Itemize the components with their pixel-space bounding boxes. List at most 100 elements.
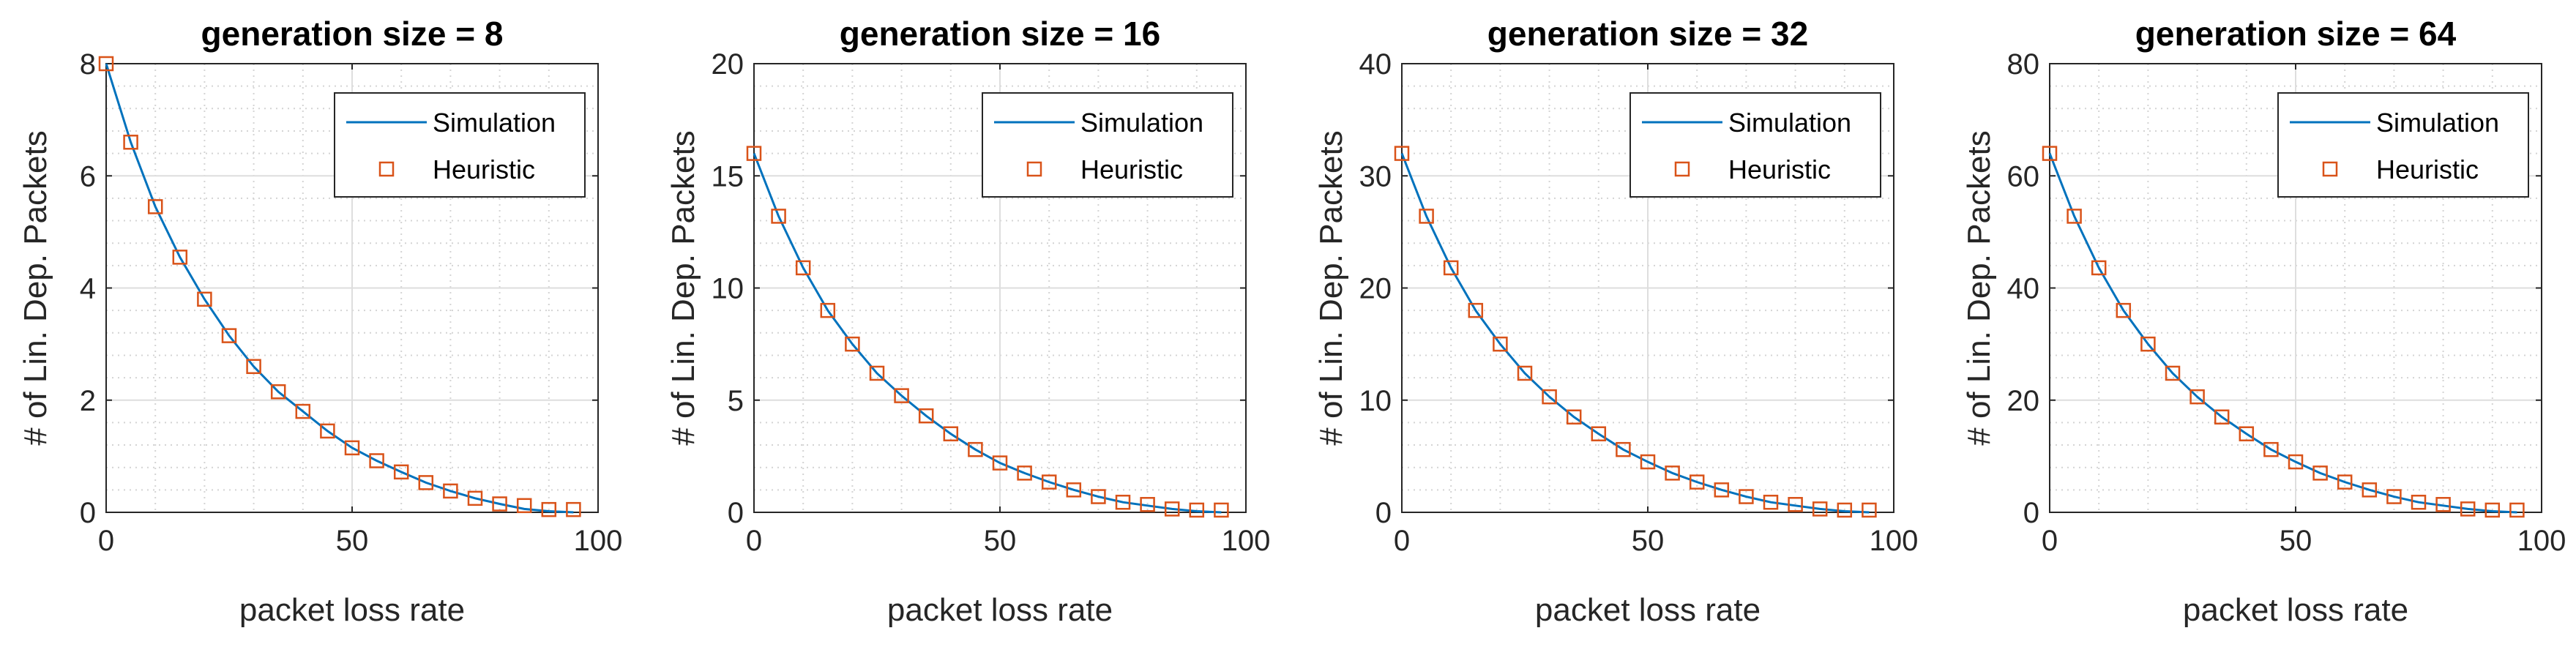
data-point-heuristic xyxy=(918,408,934,424)
data-point-heuristic xyxy=(1616,441,1631,457)
data-point-heuristic xyxy=(1164,501,1180,517)
y-tick-label: 5 xyxy=(728,385,744,417)
legend-label: Heuristic xyxy=(1728,154,1831,184)
data-point-heuristic xyxy=(894,388,909,403)
data-point-heuristic xyxy=(566,501,581,517)
data-point-heuristic xyxy=(2435,497,2451,512)
x-tick-label: 100 xyxy=(1222,525,1271,557)
y-tick-label: 0 xyxy=(1375,497,1392,529)
y-tick-label: 20 xyxy=(712,48,744,81)
legend-marker-swatch xyxy=(2322,161,2338,177)
data-point-heuristic xyxy=(2189,389,2205,405)
data-point-heuristic xyxy=(270,384,286,400)
legend: Simulation Heuristic xyxy=(2277,92,2529,198)
y-tick-label: 0 xyxy=(2023,497,2039,529)
data-point-heuristic xyxy=(1763,494,1779,510)
data-point-heuristic xyxy=(1189,502,1205,518)
x-tick-label: 50 xyxy=(336,525,369,557)
data-point-heuristic xyxy=(1665,465,1680,481)
y-tick-label: 40 xyxy=(2007,273,2040,305)
chart-title: generation size = 8 xyxy=(201,15,504,53)
data-point-heuristic xyxy=(968,441,983,457)
series-line-simulation xyxy=(2048,153,2517,514)
data-point-heuristic xyxy=(492,496,507,512)
y-tick-label: 6 xyxy=(80,160,96,192)
y-tick-label: 0 xyxy=(80,497,96,529)
y-axis-label: # of Lin. Dep. Packets xyxy=(1313,130,1349,445)
data-point-heuristic xyxy=(2091,260,2107,276)
data-point-heuristic xyxy=(1140,497,1155,512)
data-point-heuristic xyxy=(2386,489,2402,504)
y-tick-label: 80 xyxy=(2007,48,2040,81)
x-tick-label: 50 xyxy=(1632,525,1665,557)
legend-marker-swatch xyxy=(378,161,395,177)
x-tick-label: 100 xyxy=(2517,525,2566,557)
data-point-heuristic xyxy=(1591,426,1607,441)
data-point-heuristic xyxy=(1115,494,1131,510)
data-point-heuristic xyxy=(541,501,557,517)
y-tick-label: 10 xyxy=(1359,385,1392,417)
data-point-heuristic xyxy=(443,483,458,499)
data-point-heuristic xyxy=(1493,336,1508,352)
y-axis-label: # of Lin. Dep. Packets xyxy=(665,130,701,445)
data-point-heuristic xyxy=(845,336,860,352)
data-point-heuristic xyxy=(2263,441,2279,457)
x-axis-label: packet loss rate xyxy=(1535,592,1761,628)
x-tick-label: 0 xyxy=(746,525,762,557)
legend-label: Heuristic xyxy=(433,154,535,184)
data-point-heuristic xyxy=(992,455,1008,471)
data-point-heuristic xyxy=(369,453,384,468)
x-tick-label: 50 xyxy=(984,525,1017,557)
data-point-heuristic xyxy=(123,135,138,150)
x-axis-label: packet loss rate xyxy=(887,592,1113,628)
data-point-heuristic xyxy=(221,328,237,343)
data-point-heuristic xyxy=(2042,146,2058,161)
data-point-heuristic xyxy=(1812,501,1828,517)
y-axis-label: # of Lin. Dep. Packets xyxy=(18,130,53,445)
x-tick-label: 100 xyxy=(574,525,623,557)
y-tick-label: 15 xyxy=(712,160,744,192)
data-point-heuristic xyxy=(1739,489,1754,504)
x-tick-label: 50 xyxy=(2280,525,2312,557)
chart-panel-2: 0 50 100 0 5 10 15 20 generation size = 16 packet… xyxy=(665,15,1270,628)
data-point-heuristic xyxy=(1041,474,1057,490)
data-point-heuristic xyxy=(98,56,114,72)
data-point-heuristic xyxy=(1214,502,1229,518)
data-point-heuristic xyxy=(1714,482,1730,498)
legend-label: Simulation xyxy=(1728,108,1851,138)
data-point-heuristic xyxy=(1017,465,1032,481)
data-point-heuristic xyxy=(2239,426,2255,441)
chart-title: generation size = 32 xyxy=(1487,15,1808,53)
y-tick-label: 2 xyxy=(80,385,96,417)
data-point-heuristic xyxy=(467,490,483,506)
legend: Simulation Heuristic xyxy=(982,92,1233,198)
legend-box xyxy=(2277,92,2529,198)
legend-label: Simulation xyxy=(2376,108,2499,138)
x-axis-label: packet loss rate xyxy=(2183,592,2408,628)
legend: Simulation Heuristic xyxy=(1629,92,1881,198)
y-tick-label: 0 xyxy=(728,497,744,529)
data-point-heuristic xyxy=(771,209,786,224)
data-point-heuristic xyxy=(2288,454,2304,470)
data-point-heuristic xyxy=(320,423,335,439)
data-point-heuristic xyxy=(418,475,434,490)
data-point-heuristic xyxy=(1517,365,1533,381)
data-point-heuristic xyxy=(516,498,532,514)
data-point-heuristic xyxy=(2411,494,2427,510)
y-tick-label: 20 xyxy=(1359,273,1392,305)
y-tick-label: 10 xyxy=(712,273,744,305)
x-tick-label: 0 xyxy=(2042,525,2058,557)
y-tick-label: 20 xyxy=(2007,385,2040,417)
data-point-heuristic xyxy=(147,199,163,214)
legend-label: Heuristic xyxy=(2376,154,2479,184)
legend-label: Heuristic xyxy=(1080,154,1183,184)
y-tick-label: 4 xyxy=(80,273,96,305)
data-point-heuristic xyxy=(943,426,959,441)
data-point-heuristic xyxy=(1837,502,1853,518)
data-point-heuristic xyxy=(2509,502,2525,518)
data-point-heuristic xyxy=(2214,409,2230,425)
data-point-heuristic xyxy=(2067,209,2082,224)
chart-title: generation size = 64 xyxy=(2135,15,2457,53)
data-point-heuristic xyxy=(869,365,885,381)
data-point-heuristic xyxy=(1091,489,1106,504)
